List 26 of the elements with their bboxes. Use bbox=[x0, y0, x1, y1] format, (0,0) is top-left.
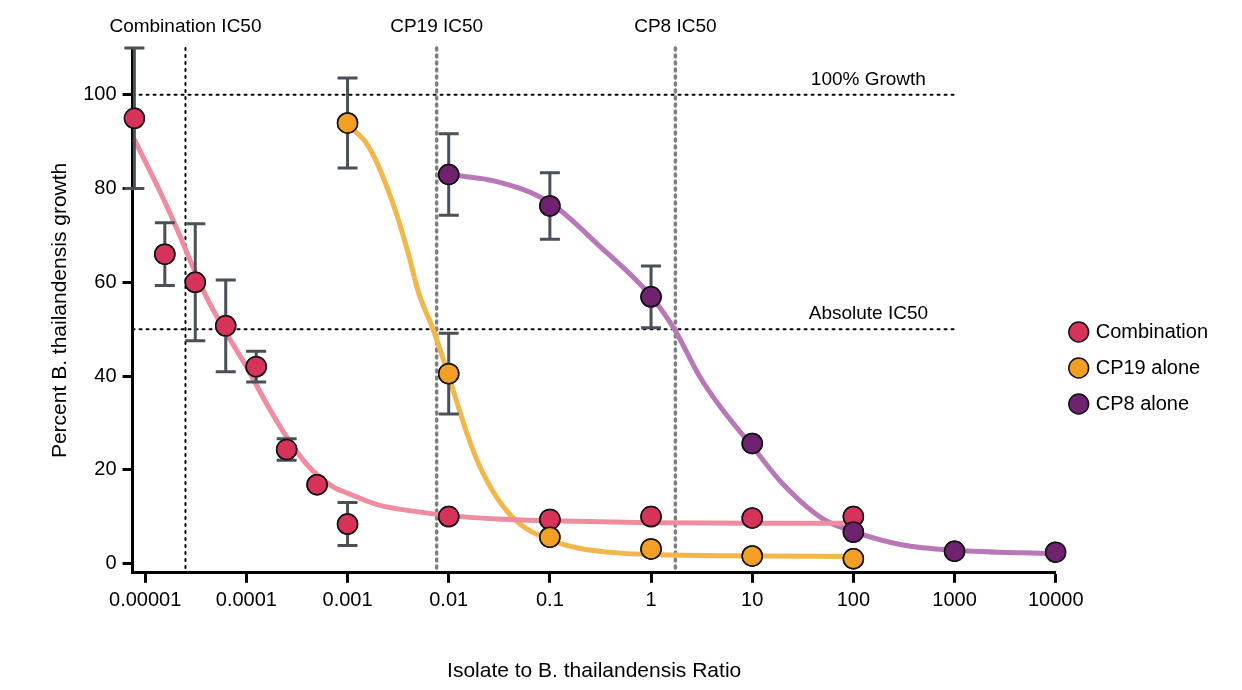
legend-label: Combination bbox=[1095, 319, 1209, 342]
x-tick-label: 10000 bbox=[1027, 588, 1084, 611]
x-tick-label: 0.1 bbox=[535, 588, 564, 611]
x-tick-label: 1 bbox=[645, 588, 657, 611]
ref-line-label: CP19 IC50 bbox=[390, 14, 484, 36]
ref-line-label: Absolute IC50 bbox=[808, 301, 929, 323]
legend-label: CP19 alone bbox=[1095, 355, 1201, 378]
y-tick-label: 60 bbox=[94, 269, 117, 292]
y-tick-label: 80 bbox=[94, 176, 117, 199]
y-tick-label: 0 bbox=[105, 550, 117, 573]
ref-line-label: CP8 IC50 bbox=[634, 14, 717, 36]
x-tick-label: 100 bbox=[836, 588, 871, 611]
ref-line-label: Combination IC50 bbox=[109, 14, 262, 36]
x-axis-title: Isolate to B. thailandensis Ratio bbox=[447, 658, 742, 682]
y-tick-label: 100 bbox=[83, 82, 117, 105]
x-tick-label: 0.0001 bbox=[215, 588, 277, 611]
x-tick-label: 1000 bbox=[932, 588, 977, 611]
y-tick-label: 40 bbox=[94, 363, 117, 386]
legend-label: CP8 alone bbox=[1095, 391, 1190, 414]
x-tick-label: 0.01 bbox=[429, 588, 469, 611]
x-tick-label: 0.001 bbox=[322, 588, 373, 611]
ref-line-label: 100% Growth bbox=[810, 67, 926, 89]
x-tick-label: 10 bbox=[741, 588, 764, 611]
y-axis-title: Percent B. thailandensis growth bbox=[47, 162, 71, 459]
y-tick-label: 20 bbox=[94, 457, 117, 480]
x-tick-label: 0.00001 bbox=[109, 588, 182, 611]
